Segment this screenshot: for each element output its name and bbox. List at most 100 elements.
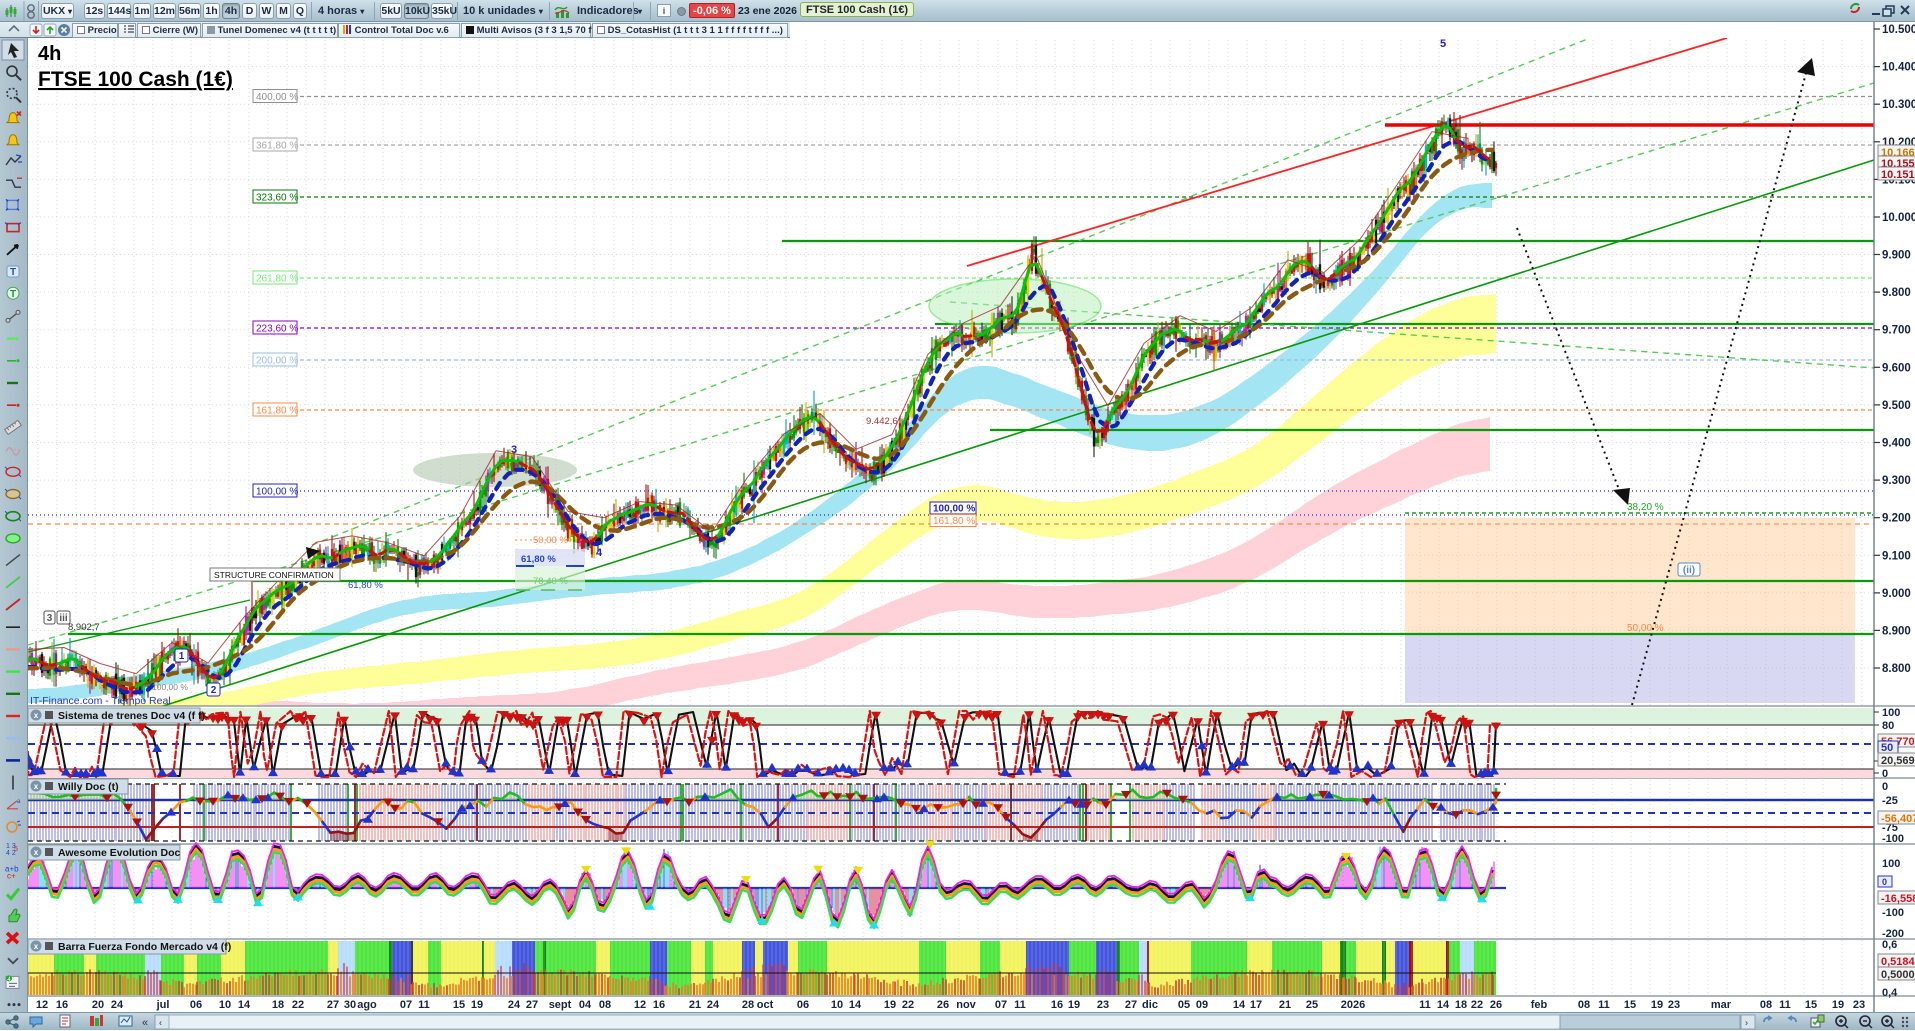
- svg-text:11: 11: [418, 999, 430, 1011]
- svg-text:12: 12: [634, 999, 646, 1011]
- svg-text:0: 0: [1882, 781, 1888, 793]
- svg-text:jul: jul: [156, 999, 170, 1011]
- svg-text:223,60 %: 223,60 %: [256, 324, 298, 335]
- svg-text:Awesome Evolution Doc: Awesome Evolution Doc: [58, 847, 180, 859]
- svg-text:11: 11: [1014, 999, 1026, 1011]
- svg-text:11: 11: [1779, 999, 1791, 1011]
- svg-text:0: 0: [1882, 877, 1887, 887]
- svg-text:9.400: 9.400: [1882, 438, 1911, 450]
- svg-text:38,20 %: 38,20 %: [1627, 502, 1664, 513]
- svg-text:22: 22: [292, 999, 304, 1011]
- svg-text:-75: -75: [1882, 822, 1898, 834]
- svg-text:100: 100: [1882, 858, 1900, 870]
- svg-text:14: 14: [1233, 999, 1246, 1011]
- svg-text:9.200: 9.200: [1882, 513, 1911, 525]
- svg-text:8.800: 8.800: [1882, 663, 1911, 675]
- svg-text:11: 11: [1598, 999, 1610, 1011]
- svg-text:-56,407: -56,407: [1881, 813, 1915, 825]
- svg-text:1 3: 1 3: [6, 843, 16, 850]
- svg-text:4h: 4h: [38, 43, 61, 65]
- svg-text:10.000: 10.000: [1882, 212, 1915, 224]
- svg-text:04: 04: [579, 999, 592, 1011]
- svg-text:4: 4: [596, 547, 603, 559]
- svg-text:10: 10: [831, 999, 843, 1011]
- svg-text:«: «: [142, 1017, 148, 1029]
- svg-text:0,5184: 0,5184: [1881, 956, 1915, 968]
- svg-text:26: 26: [1490, 999, 1502, 1011]
- svg-text:9.900: 9.900: [1882, 250, 1911, 262]
- svg-text:sept: sept: [549, 999, 572, 1011]
- svg-text:›: ›: [1745, 1018, 1748, 1028]
- svg-text:19: 19: [1068, 999, 1080, 1011]
- svg-text:-100: -100: [1882, 907, 1904, 919]
- svg-text:09: 09: [1196, 999, 1208, 1011]
- svg-text:100,00 %: 100,00 %: [256, 487, 298, 498]
- svg-text:x: x: [34, 782, 39, 791]
- svg-text:9.300: 9.300: [1882, 475, 1911, 487]
- svg-text:100,00 %: 100,00 %: [152, 682, 188, 692]
- svg-text:50: 50: [1881, 742, 1893, 754]
- svg-text:8.902,7: 8.902,7: [68, 622, 100, 633]
- svg-text:0: 0: [1882, 768, 1888, 780]
- svg-text:22: 22: [1471, 999, 1483, 1011]
- svg-text:10.300: 10.300: [1882, 99, 1915, 111]
- svg-text:14: 14: [849, 999, 862, 1011]
- svg-text:08: 08: [599, 999, 611, 1011]
- svg-text:2026: 2026: [1341, 999, 1365, 1011]
- svg-text:oct: oct: [757, 999, 774, 1011]
- svg-text:x: x: [34, 848, 39, 857]
- svg-text:iii: iii: [59, 613, 68, 624]
- svg-text:61,80 %: 61,80 %: [521, 554, 556, 565]
- svg-text:x: x: [34, 942, 39, 951]
- svg-text:19: 19: [884, 999, 896, 1011]
- svg-text:161,80 %: 161,80 %: [256, 406, 298, 417]
- svg-text:24: 24: [111, 999, 124, 1011]
- svg-text:0,5000: 0,5000: [1881, 969, 1915, 981]
- svg-text:50,00 %: 50,00 %: [1627, 623, 1664, 634]
- svg-text:50,00 %: 50,00 %: [533, 535, 568, 546]
- svg-text:12: 12: [36, 999, 48, 1011]
- svg-text:T: T: [10, 289, 16, 300]
- svg-text:c+: c+: [7, 871, 16, 880]
- svg-text:-100: -100: [1882, 833, 1904, 845]
- svg-text:16: 16: [56, 999, 68, 1011]
- svg-text:07: 07: [995, 999, 1007, 1011]
- svg-text:9.700: 9.700: [1882, 325, 1911, 337]
- svg-text:9.800: 9.800: [1882, 287, 1911, 299]
- svg-text:10.400: 10.400: [1882, 62, 1915, 74]
- svg-text:(ii): (ii): [1683, 565, 1695, 576]
- svg-text:T: T: [10, 267, 16, 278]
- svg-text:14: 14: [1437, 999, 1450, 1011]
- svg-text:9.600: 9.600: [1882, 362, 1911, 374]
- svg-text:5: 5: [14, 846, 18, 853]
- svg-text:Barra Fuerza Fondo Mercado v4: Barra Fuerza Fondo Mercado v4 (f): [58, 941, 231, 953]
- svg-text:80: 80: [1882, 720, 1894, 732]
- svg-text:0,4: 0,4: [1882, 987, 1898, 999]
- svg-text:mar: mar: [1711, 999, 1732, 1011]
- svg-text:1: 1: [179, 651, 185, 662]
- svg-text:-25: -25: [1882, 795, 1898, 807]
- svg-text:feb: feb: [1531, 999, 1548, 1011]
- svg-text:5: 5: [1440, 38, 1446, 50]
- svg-text:23: 23: [1668, 999, 1680, 1011]
- svg-text:19: 19: [471, 999, 483, 1011]
- svg-text:-200: -200: [1882, 928, 1904, 940]
- svg-text:28: 28: [742, 999, 754, 1011]
- svg-text:261,80 %: 261,80 %: [256, 274, 298, 285]
- svg-text:x: x: [34, 711, 39, 720]
- svg-text:dic: dic: [1142, 999, 1158, 1011]
- svg-text:361,80 %: 361,80 %: [256, 141, 298, 152]
- svg-text:22: 22: [902, 999, 914, 1011]
- svg-text:3: 3: [511, 444, 517, 456]
- svg-text:30: 30: [344, 999, 356, 1011]
- svg-text:27: 27: [1125, 999, 1137, 1011]
- svg-text:0,6: 0,6: [1882, 939, 1897, 951]
- svg-text:2: 2: [211, 685, 217, 696]
- svg-text:21: 21: [689, 999, 701, 1011]
- svg-text:15: 15: [453, 999, 465, 1011]
- svg-text:23: 23: [1097, 999, 1109, 1011]
- svg-text:15: 15: [1624, 999, 1636, 1011]
- svg-text:06: 06: [797, 999, 809, 1011]
- svg-text:IT-Finance.com - Tiempo Real: IT-Finance.com - Tiempo Real: [30, 695, 171, 707]
- svg-text:9.000: 9.000: [1882, 588, 1911, 600]
